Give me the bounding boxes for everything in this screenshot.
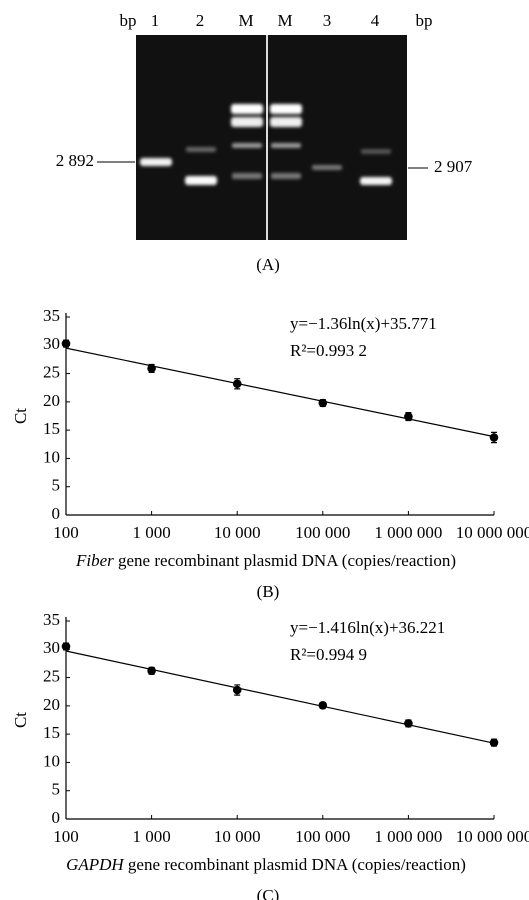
- data-point: [147, 364, 156, 373]
- y-tick-label: 25: [43, 362, 60, 381]
- y-tick-label: 15: [43, 723, 60, 742]
- panel-label: (B): [257, 582, 280, 601]
- x-axis-label-text: gene recombinant plasmid DNA (copies/rea…: [128, 855, 466, 874]
- x-tick-label: 10 000: [214, 827, 261, 846]
- trendline: [66, 651, 494, 743]
- y-tick-label: 5: [52, 780, 61, 799]
- y-tick-label: 30: [43, 334, 60, 353]
- x-axis-label-text: gene recombinant plasmid DNA (copies/rea…: [118, 551, 456, 570]
- data-point: [319, 701, 328, 710]
- y-tick-label: 30: [43, 638, 60, 657]
- x-tick-label: 100: [53, 523, 79, 542]
- data-point: [233, 379, 242, 388]
- r-squared: R²=0.993 2: [290, 341, 367, 360]
- lane-label: 4: [371, 11, 380, 30]
- lane-label: 1: [151, 11, 160, 30]
- data-point: [490, 738, 499, 747]
- data-point: [62, 642, 71, 651]
- lane-label: 3: [323, 11, 332, 30]
- x-axis-label-italic: Fiber: [75, 551, 114, 570]
- x-tick-label: 10 000: [214, 523, 261, 542]
- equation: y=−1.416ln(x)+36.221: [290, 618, 445, 637]
- y-tick-label: 15: [43, 419, 60, 438]
- data-point: [404, 719, 413, 728]
- x-tick-label: 1 000 000: [374, 523, 442, 542]
- lane-label: 2: [196, 11, 205, 30]
- size-label: 2 892: [56, 151, 94, 170]
- gel-image: [136, 35, 407, 240]
- trendline: [66, 348, 494, 437]
- x-axis-label: GAPDH gene recombinant plasmid DNA (copi…: [66, 855, 466, 874]
- data-point: [233, 686, 242, 695]
- x-tick-label: 1 000: [132, 827, 170, 846]
- y-tick-label: 10: [43, 447, 60, 466]
- x-tick-label: 10 000 000: [456, 827, 529, 846]
- y-tick-label: 35: [43, 610, 60, 629]
- x-tick-label: 10 000 000: [456, 523, 529, 542]
- gel-panel: bp 1 2 M M 3 4 bp 2 892 2 907 (A: [56, 11, 473, 274]
- y-tick-label: 0: [52, 504, 61, 523]
- panel-label: (C): [257, 886, 280, 900]
- y-tick-label: 35: [43, 306, 60, 325]
- equation: y=−1.36ln(x)+35.771: [290, 314, 437, 333]
- y-tick-label: 20: [43, 695, 60, 714]
- lane-label: M: [277, 11, 292, 30]
- y-tick-label: 10: [43, 751, 60, 770]
- x-tick-label: 1 000: [132, 523, 170, 542]
- data-point: [62, 339, 71, 348]
- y-axis-label: Ct: [11, 408, 30, 424]
- y-tick-label: 20: [43, 391, 60, 410]
- y-tick-label: 25: [43, 666, 60, 685]
- unit-label: bp: [416, 11, 433, 30]
- r-squared: R²=0.994 9: [290, 645, 367, 664]
- x-tick-label: 100 000: [295, 827, 350, 846]
- data-point: [147, 666, 156, 675]
- y-axis-label: Ct: [11, 712, 30, 728]
- size-label: 2 907: [434, 157, 473, 176]
- data-point: [490, 433, 499, 442]
- x-tick-label: 100 000: [295, 523, 350, 542]
- unit-label: bp: [120, 11, 137, 30]
- y-tick-label: 0: [52, 808, 61, 827]
- panel-label: (A): [256, 255, 280, 274]
- x-axis-label-italic: GAPDH: [66, 855, 125, 874]
- figure: bp 1 2 M M 3 4 bp 2 892 2 907 (A: [0, 0, 529, 900]
- y-tick-label: 5: [52, 476, 61, 495]
- x-tick-label: 100: [53, 827, 79, 846]
- x-tick-label: 1 000 000: [374, 827, 442, 846]
- data-point: [404, 412, 413, 421]
- lane-label: M: [238, 11, 253, 30]
- x-axis-label: Fiber gene recombinant plasmid DNA (copi…: [75, 551, 456, 570]
- data-point: [319, 399, 328, 408]
